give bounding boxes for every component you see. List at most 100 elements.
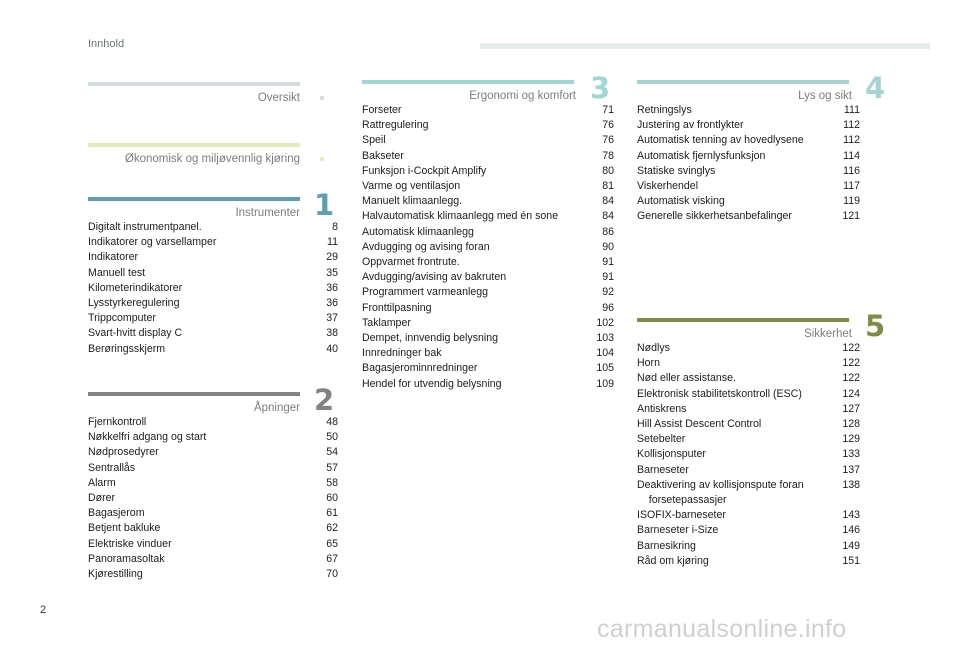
toc-entry[interactable]: Elektriske vinduer 65 [88,537,338,552]
toc-entry-page: 105 [596,362,614,375]
section-title: Lys og sikt [798,90,852,102]
toc-entry[interactable]: Automatisk visking 119 [637,194,860,209]
toc-entry[interactable]: Fjernkontroll 48 [88,415,338,430]
toc-entry-label: Barneseter i-Size [637,524,719,537]
toc-entry[interactable]: Elektronisk stabilitetskontroll (ESC) 124 [637,387,860,402]
section-overview[interactable]: Oversikt [88,82,300,112]
toc-entry[interactable]: Bagasjerominnredninger 105 [362,361,614,376]
toc-entry-label: Nødlys [637,342,670,354]
toc-entry-page: 54 [326,446,338,459]
section-title: Åpninger [253,402,300,414]
toc-entry[interactable]: Manuelt klimaanlegg. 84 [362,194,614,209]
toc-entry[interactable]: Forseter 71 [362,103,614,118]
toc-entry[interactable]: Automatisk tenning av hovedlysene 112 [637,133,860,148]
toc-entry[interactable]: Manuell test 35 [88,266,338,281]
toc-entry[interactable]: Nødprosedyrer 54 [88,445,338,460]
toc-entry-label: Varme og ventilasjon [362,180,461,193]
section-title: Sikkerhet [804,328,852,340]
toc-entry-label: Statiske svinglys [637,164,716,177]
toc-entry-page: 111 [843,104,860,116]
toc-entry-page: 116 [843,164,860,177]
toc-entry-page: 48 [326,416,338,428]
toc-entry[interactable]: Funksjon i-Cockpit Amplify 80 [362,164,614,179]
toc-entry[interactable]: Lysstyrkeregulering 36 [88,296,338,311]
toc-entry[interactable]: Varme og ventilasjon 81 [362,179,614,194]
toc-entry[interactable]: Nøkkelfri adgang og start 50 [88,430,338,445]
toc-entry-page: 104 [596,347,614,360]
toc-entry[interactable]: Fronttilpasning 96 [362,301,614,316]
toc-entry[interactable]: Alarm 58 [88,476,338,491]
toc-entry[interactable]: Statiske svinglys 116 [637,164,860,179]
toc-entry-page: 143 [842,509,860,522]
toc-entry[interactable]: Kilometerindikatorer 36 [88,281,338,296]
toc-entry[interactable]: Hill Assist Descent Control 128 [637,417,860,432]
toc-entry[interactable]: Barnesikring 149 [637,539,860,554]
toc-entry[interactable]: Råd om kjøring 151 [637,554,860,569]
toc-entry[interactable]: Avdugging/avising av bakruten 91 [362,270,614,285]
toc-entry[interactable]: Barneseter 137 [637,463,860,478]
header-divider [480,43,930,49]
toc-entry-page: 76 [602,119,614,132]
toc-entry-page: 112 [843,134,860,147]
toc-entry-label: Rattregulering [362,119,429,132]
toc-entry-label: Automatisk klimaanlegg [362,225,474,238]
toc-entry[interactable]: Horn 122 [637,356,860,371]
section-number: 2 [314,383,335,417]
toc-entry-label: Bagasjerom [88,507,145,520]
toc-entry-label: Dører [88,492,116,505]
toc-entry-label: Bakseter [362,149,404,162]
toc-entry-label: Hendel for utvendig belysning [362,377,502,390]
toc-entry[interactable]: Automatisk klimaanlegg 86 [362,225,614,240]
toc-entry-label: Nødprosedyrer [88,446,159,459]
toc-entry-label: Innredninger bak [362,347,442,360]
toc-entry[interactable]: Nødlys 122 [637,341,860,356]
toc-entry[interactable]: Taklamper 102 [362,316,614,331]
toc-entry[interactable]: Avdugging og avising foran 90 [362,240,614,255]
toc-entry[interactable]: Automatisk fjernlysfunksjon 114 [637,149,860,164]
toc-entry[interactable]: Deaktivering av kollisjonspute foran for… [637,478,860,508]
toc-entry[interactable]: Viskerhendel 117 [637,179,860,194]
toc-entry[interactable]: Svart-hvitt display C 38 [88,326,338,341]
toc-entry[interactable]: Rattregulering 76 [362,118,614,133]
toc-entry[interactable]: Kjørestilling 70 [88,567,338,582]
toc-entry[interactable]: Dører 60 [88,491,338,506]
toc-entry[interactable]: Hendel for utvendig belysning 109 [362,377,614,392]
toc-entry[interactable]: Speil 76 [362,133,614,148]
toc-entry-label: Elektriske vinduer [88,537,172,550]
toc-entry[interactable]: Berøringsskjerm 40 [88,342,338,357]
toc-entry[interactable]: Retningslys 111 [637,103,860,118]
toc-entry[interactable]: Programmert varmeanlegg 92 [362,285,614,300]
toc-entry[interactable]: Justering av frontlykter 112 [637,118,860,133]
toc-entry[interactable]: ISOFIX-barneseter 143 [637,508,860,523]
toc-entry[interactable]: Betjent bakluke 62 [88,521,338,536]
toc-entry-label: Kilometerindikatorer [88,281,183,294]
toc-entry[interactable]: Bakseter 78 [362,149,614,164]
toc-entry[interactable]: Indikatorer 29 [88,250,338,265]
toc-entry-label: Betjent bakluke [88,522,161,535]
toc-entry-label: Nøkkelfri adgang og start [88,431,207,444]
toc-entry[interactable]: Panoramasoltak 67 [88,552,338,567]
toc-entry[interactable]: Trippcomputer 37 [88,311,338,326]
toc-entry[interactable]: Sentrallås 57 [88,461,338,476]
toc-entry[interactable]: Halvautomatisk klimaanlegg med én sone 84 [362,209,614,224]
toc-entry[interactable]: Bagasjerom 61 [88,506,338,521]
section-ergonomics: Ergonomi og komfort 3 Forseter 71 Rattregu… [362,74,614,400]
toc-entry-page: 137 [842,463,860,476]
toc-entry[interactable]: Antiskrens 127 [637,402,860,417]
toc-entry[interactable]: Dempet, innvendig belysning 103 [362,331,614,346]
toc-entry-label: Automatisk tenning av hovedlysene [637,134,804,147]
toc-entry-page: 37 [326,312,338,325]
toc-entry[interactable]: Barneseter i-Size 146 [637,523,860,538]
toc-entry[interactable]: Innredninger bak 104 [362,346,614,361]
toc-entry[interactable]: Indikatorer og varsellamper 11 [88,235,338,250]
toc-entry[interactable]: Nød eller assistanse. 122 [637,371,860,386]
section-bar [88,392,300,396]
toc-list: Nødlys 122 Horn 122 Nød eller assistanse. 122… [637,341,860,569]
toc-entry[interactable]: Kollisjonsputer 133 [637,447,860,462]
toc-entry-label: Berøringsskjerm [88,342,166,355]
section-eco[interactable]: Økonomisk og miljøvennlig kjøring [88,143,300,173]
toc-entry[interactable]: Oppvarmet frontrute. 91 [362,255,614,270]
toc-entry[interactable]: Generelle sikkerhetsanbefalinger 121 [637,209,860,224]
toc-entry[interactable]: Digitalt instrumentpanel. 8 [88,220,338,235]
toc-entry[interactable]: Setebelter 129 [637,432,860,447]
